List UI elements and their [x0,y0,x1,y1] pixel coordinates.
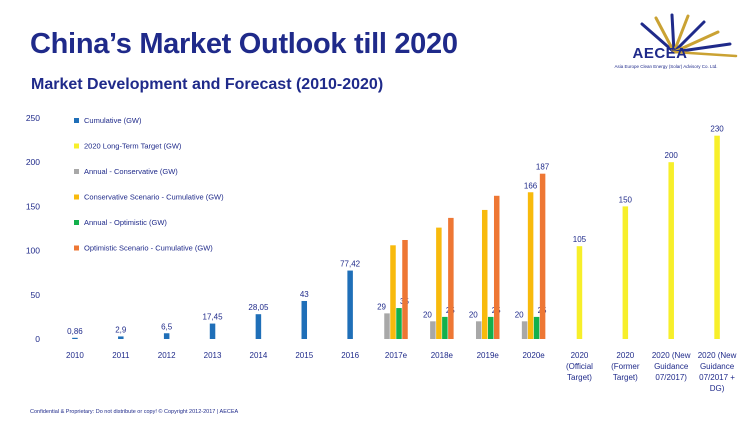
bar [430,321,436,339]
bar [384,313,390,339]
page-title: China’s Market Outlook till 2020 [30,28,458,60]
data-label: 43 [300,290,309,299]
bar [436,227,442,339]
data-label: 200 [665,151,679,160]
bar [622,206,629,339]
bar [402,239,408,339]
bar [255,314,262,339]
data-label: 2,9 [115,325,127,334]
x-tick-label: 2014 [250,351,268,360]
x-tick-label: 2020 (Official Target) [566,351,593,382]
bar [539,173,546,339]
legend-label: Optimistic Scenario - Cumulative (GW) [84,244,213,253]
y-tick-label: 150 [26,201,40,211]
data-label: 166 [524,181,538,190]
bar [209,323,216,339]
data-label: 105 [573,235,587,244]
bar [301,300,308,339]
data-label: 0,86 [67,327,83,336]
bar [347,270,353,339]
bar [448,217,454,339]
x-tick-label: 2019e [477,351,500,360]
bar [390,245,396,339]
footer-copyright: Confidential & Proprietary: Do not distr… [30,409,239,415]
data-label: 28,05 [248,303,269,312]
bar [475,321,482,339]
data-label: 20 [469,310,478,319]
y-tick-label: 0 [35,334,40,344]
data-label: 20 [423,310,432,319]
legend-swatch [74,220,79,225]
data-label: 17,45 [203,313,224,322]
bar [163,333,170,339]
legend-swatch [74,194,79,200]
legend-label: Conservative Scenario - Cumulative (GW) [84,193,224,202]
bar [442,316,448,339]
x-tick-label: 2010 [66,351,84,360]
x-tick-label: 2020 (New Guidance 07/2017) [652,351,691,382]
logo-name: AECEA [632,45,688,62]
y-tick-label: 50 [31,290,41,300]
data-label: 29 [377,302,386,311]
x-tick-label: 2020 (New Guidance 07/2017 + DG) [698,351,737,393]
data-label: 20 [515,310,524,319]
bar [487,316,494,339]
data-label: 77,42 [340,260,361,269]
y-tick-label: 100 [26,246,40,256]
x-tick-label: 2012 [158,351,176,360]
x-tick-label: 2016 [341,351,359,360]
chart-subtitle: Market Development and Forecast (2010-20… [31,76,384,93]
data-label: 230 [710,125,724,134]
data-label: 187 [536,163,550,172]
x-tick-label: 2013 [204,351,222,360]
x-tick-label: 2011 [112,351,130,360]
bar [527,192,534,339]
bar [714,135,720,339]
legend-swatch [74,118,79,123]
x-tick-label: 2020 (Former Target) [611,351,640,382]
bar [396,308,402,339]
data-label: 150 [619,195,633,204]
legend-label: 2020 Long-Term Target (GW) [84,142,182,151]
bar [118,336,124,339]
bar [481,209,488,339]
data-label: 6,5 [161,322,173,331]
aecea-logo-rays-icon [640,13,738,58]
bar [493,195,500,339]
legend-swatch [74,169,79,174]
x-tick-label: 2015 [295,351,313,360]
x-tick-label: 2020e [522,351,545,360]
bar [668,162,674,339]
y-tick-label: 200 [26,157,40,167]
y-tick-label: 250 [26,113,40,123]
bar [72,337,78,339]
bar [533,316,540,339]
logo-tagline: Asia Europe Clean Energy (Solar) Advisor… [614,64,718,69]
bar [576,246,583,339]
legend-label: Annual - Conservative (GW) [84,167,178,176]
bar [521,321,528,339]
x-tick-label: 2017e [385,351,408,360]
x-tick-label: 2018e [431,351,454,360]
legend-label: Cumulative (GW) [84,116,142,125]
legend-label: Annual - Optimistic (GW) [84,218,167,227]
legend-swatch [74,245,79,251]
legend-swatch [74,143,79,149]
